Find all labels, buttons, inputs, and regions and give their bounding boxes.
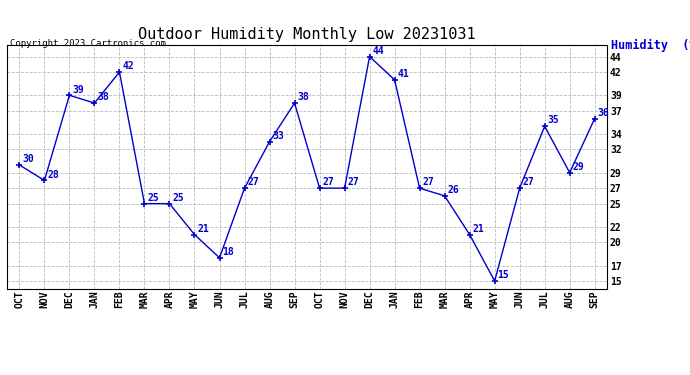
Text: 27: 27 (247, 177, 259, 188)
Text: 28: 28 (47, 170, 59, 180)
Text: 33: 33 (273, 131, 284, 141)
Text: 26: 26 (447, 185, 459, 195)
Text: 38: 38 (97, 92, 109, 102)
Text: 44: 44 (373, 46, 384, 56)
Text: 15: 15 (497, 270, 509, 280)
Text: 39: 39 (72, 84, 84, 94)
Text: 42: 42 (122, 61, 134, 71)
Text: 25: 25 (147, 193, 159, 203)
Text: 30: 30 (22, 154, 34, 164)
Text: Copyright 2023 Cartronics.com: Copyright 2023 Cartronics.com (10, 39, 166, 48)
Text: 27: 27 (347, 177, 359, 188)
Text: 21: 21 (473, 224, 484, 234)
Text: 27: 27 (522, 177, 534, 188)
Text: 29: 29 (573, 162, 584, 172)
Text: 35: 35 (547, 116, 559, 126)
Text: 18: 18 (222, 247, 234, 257)
Title: Outdoor Humidity Monthly Low 20231031: Outdoor Humidity Monthly Low 20231031 (138, 27, 476, 42)
Text: 36: 36 (598, 108, 609, 118)
Text: 38: 38 (297, 92, 309, 102)
Text: 27: 27 (422, 177, 434, 188)
Text: Humidity  (%): Humidity (%) (611, 39, 690, 53)
Text: 41: 41 (397, 69, 409, 79)
Text: 27: 27 (322, 177, 334, 188)
Text: 25: 25 (172, 193, 184, 203)
Text: 21: 21 (197, 224, 209, 234)
